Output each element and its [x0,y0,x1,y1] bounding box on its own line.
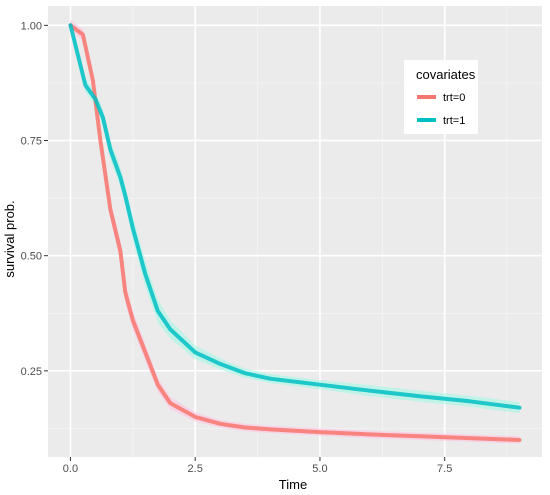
x-tick-label: 0.0 [63,463,78,475]
y-tick-label: 0.50 [21,251,42,263]
x-tick-label: 7.5 [437,463,452,475]
minor-gridlines [48,6,542,457]
legend-label: trt=1 [443,115,465,127]
legend-items: trt=0 trt=1 [417,92,465,127]
y-tick-label: 0.75 [21,136,42,148]
survival-curves [68,23,522,442]
legend-title: covariates [416,67,476,82]
y-axis-label: survival prob. [2,200,17,277]
y-tick-label: 0.25 [21,366,42,378]
legend: covariates trt=0 trt=1 [404,60,478,134]
line-trt-1 [68,23,522,410]
legend-label: trt=0 [443,92,465,104]
y-tick-label: 1.00 [21,20,42,32]
x-tick-label: 5.0 [312,463,327,475]
x-axis-label: Time [279,477,307,492]
line-trt-0 [68,23,522,442]
x-tick-label: 2.5 [188,463,203,475]
y-axis-ticks: 0.25 0.50 0.75 1.00 [21,20,48,378]
x-axis-ticks: 0.0 2.5 5.0 7.5 [63,457,452,475]
legend-box [404,60,478,134]
